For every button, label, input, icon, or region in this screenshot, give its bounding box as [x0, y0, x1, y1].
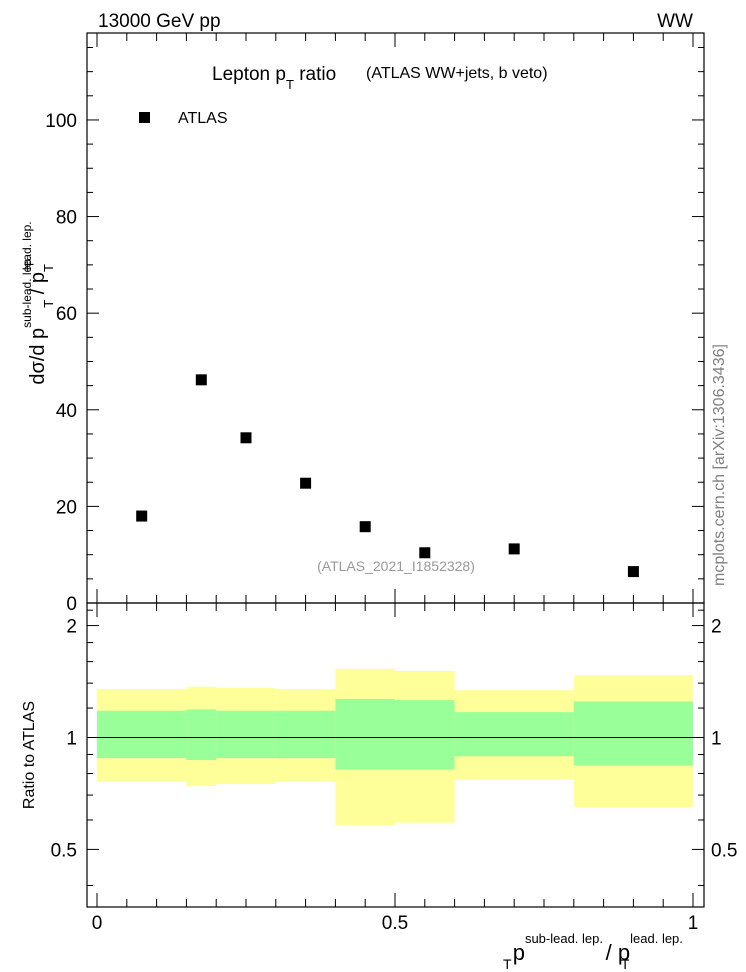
- main-y-tick-label: 20: [56, 497, 77, 518]
- x-tick-label: 0: [92, 913, 103, 934]
- main-y-tick-label: 100: [45, 111, 77, 132]
- main-panel: 0 20 40 60 80 100: [45, 32, 705, 615]
- atlas-data-point: [195, 374, 207, 386]
- main-y-tick-label: 0: [66, 594, 77, 615]
- ratio-y-axis-label: Ratio to ATLAS: [21, 701, 38, 809]
- atlas-data-point: [240, 432, 252, 444]
- atlas-data-point: [419, 547, 431, 559]
- main-y-tick-label: 40: [56, 401, 77, 422]
- atlas-data-point: [627, 566, 639, 578]
- ratio-inner-band: [186, 709, 217, 760]
- atlas-data-point: [300, 477, 312, 489]
- ratio-frame: [86, 602, 705, 908]
- ratio-y-tick-label: 1: [66, 728, 77, 749]
- main-y-tick-label: 80: [56, 208, 77, 229]
- x-axis-label: psub-lead. lep. T / plead. lep. T: [503, 931, 683, 972]
- atlas-data-point: [359, 521, 371, 533]
- ratio-y-tick-label: 0.5: [51, 840, 77, 861]
- ratio-y-tick-label-right: 0.5: [711, 840, 737, 861]
- ratio-y-tick-label-right: 2: [711, 617, 722, 638]
- main-y-tick-label: 60: [56, 304, 77, 325]
- ratio-inner-band: [97, 710, 187, 759]
- ratio-ticks: 0.5 0.5 1 1 2 2 0 0.5 1: [51, 603, 737, 934]
- atlas-data-point: [136, 510, 148, 522]
- x-tick-label: 1: [688, 913, 699, 934]
- ratio-inner-band: [216, 710, 276, 759]
- process-label: WW: [657, 11, 693, 32]
- analysis-label: (ATLAS_2021_I1852328): [317, 558, 475, 574]
- energy-label: 13000 GeV pp: [98, 11, 221, 32]
- legend-label: ATLAS: [178, 110, 228, 127]
- side-label: mcplots.cern.ch [arXiv:1306.3436]: [711, 344, 728, 586]
- ratio-bands: [97, 668, 693, 826]
- ratio-inner-band: [335, 698, 395, 770]
- legend-marker: [139, 112, 150, 123]
- ratio-inner-band: [395, 700, 455, 770]
- main-y-axis-label: dσ/d psub-lead. lep. T / pTlead. lep.: [20, 221, 56, 384]
- ratio-y-tick-label: 2: [66, 617, 77, 638]
- main-ticks: 0 20 40 60 80 100: [45, 33, 704, 615]
- atlas-data-point: [508, 543, 520, 555]
- chart-title: Lepton pT ratio (ATLAS WW+jets, b veto): [212, 64, 548, 92]
- title-text: Lepton pT ratio: [212, 64, 336, 92]
- x-tick-label: 0.5: [382, 913, 408, 934]
- chart-subtitle: (ATLAS WW+jets, b veto): [366, 65, 548, 82]
- main-marks: [136, 374, 639, 578]
- ratio-inner-band: [573, 701, 693, 766]
- ratio-inner-band: [275, 710, 336, 759]
- ratio-y-tick-label-right: 1: [711, 728, 722, 749]
- ratio-panel: 0.5 0.5 1 1 2 2 0 0.5 1: [51, 602, 737, 934]
- ratio-inner-band: [454, 712, 574, 757]
